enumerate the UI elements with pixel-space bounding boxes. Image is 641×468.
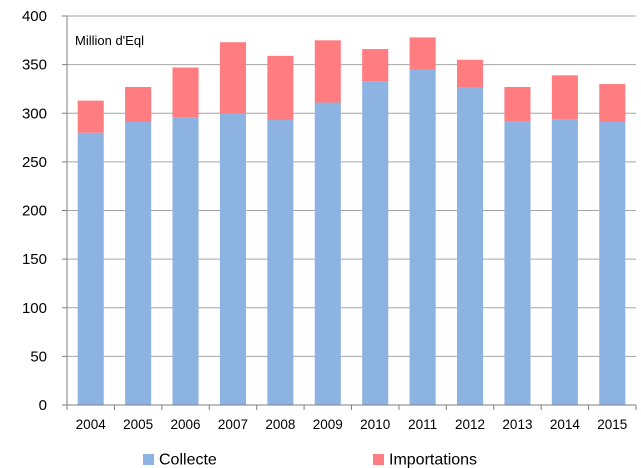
- y-tick-label: 400: [22, 8, 47, 25]
- x-tick-label: 2006: [171, 417, 201, 432]
- x-tick-label: 2008: [265, 417, 295, 432]
- bar-collecte-2004: [77, 132, 104, 405]
- bar-importations-2014: [551, 75, 578, 120]
- bar-collecte-2011: [409, 69, 436, 406]
- x-tick-label: 2007: [218, 417, 248, 432]
- x-tick-label: 2013: [502, 417, 532, 432]
- bar-collecte-2013: [504, 121, 531, 405]
- y-tick-label: 300: [22, 105, 47, 122]
- y-tick-label: 250: [22, 154, 47, 171]
- x-tick-label: 2011: [408, 417, 437, 432]
- bar-collecte-2005: [125, 122, 152, 405]
- legend: Collecte Importations: [143, 452, 477, 468]
- unit-label: Million d'Eql: [75, 33, 144, 48]
- bar-importations-2006: [172, 67, 199, 118]
- bar-importations-2013: [504, 86, 531, 122]
- y-tick-label: 200: [22, 203, 47, 220]
- x-tick-label: 2015: [597, 417, 627, 432]
- bar-importations-2008: [267, 55, 294, 121]
- bar-collecte-2010: [362, 81, 389, 405]
- bar-collecte-2014: [551, 119, 578, 406]
- bar-collecte-2006: [172, 117, 199, 405]
- legend-swatch-importations: [373, 454, 384, 465]
- x-tick-label: 2009: [313, 417, 343, 432]
- x-tick-label: 2012: [455, 417, 485, 432]
- bar-collecte-2007: [219, 113, 246, 405]
- x-tick-label: 2005: [123, 417, 153, 432]
- bar-importations-2005: [125, 86, 152, 123]
- y-tick-label: 150: [22, 251, 47, 268]
- legend-label-importations: Importations: [389, 452, 477, 468]
- bar-collecte-2009: [314, 102, 341, 406]
- y-tick-labels: 0 50 100 150 200 250 300 350 400: [22, 8, 47, 414]
- bar-importations-2009: [314, 40, 341, 103]
- x-tick-label: 2004: [76, 417, 107, 432]
- bar-importations-2015: [599, 84, 626, 123]
- legend-label-collecte: Collecte: [159, 452, 217, 468]
- bar-collecte-2012: [457, 86, 484, 406]
- bar-importations-2011: [409, 37, 436, 70]
- y-tick-label: 0: [39, 397, 47, 414]
- legend-swatch-collecte: [143, 454, 154, 465]
- y-tick-label: 350: [22, 57, 47, 74]
- bar-importations-2007: [219, 42, 246, 114]
- bar-importations-2004: [77, 100, 104, 133]
- bar-collecte-2015: [599, 122, 626, 405]
- bar-importations-2012: [457, 59, 484, 87]
- x-tick-label: 2010: [360, 417, 390, 432]
- y-tick-label: 100: [22, 300, 47, 317]
- bars: [77, 37, 626, 406]
- x-tick-labels: 2004 2005 2006 2007 2008 2009 2010 2011 2012 2013…: [76, 417, 628, 432]
- axes: [62, 15, 637, 410]
- y-tick-label: 50: [30, 348, 47, 365]
- bar-importations-2010: [362, 49, 389, 82]
- gridlines: [67, 15, 636, 357]
- x-tick-label: 2014: [550, 417, 581, 432]
- bar-collecte-2008: [267, 120, 294, 406]
